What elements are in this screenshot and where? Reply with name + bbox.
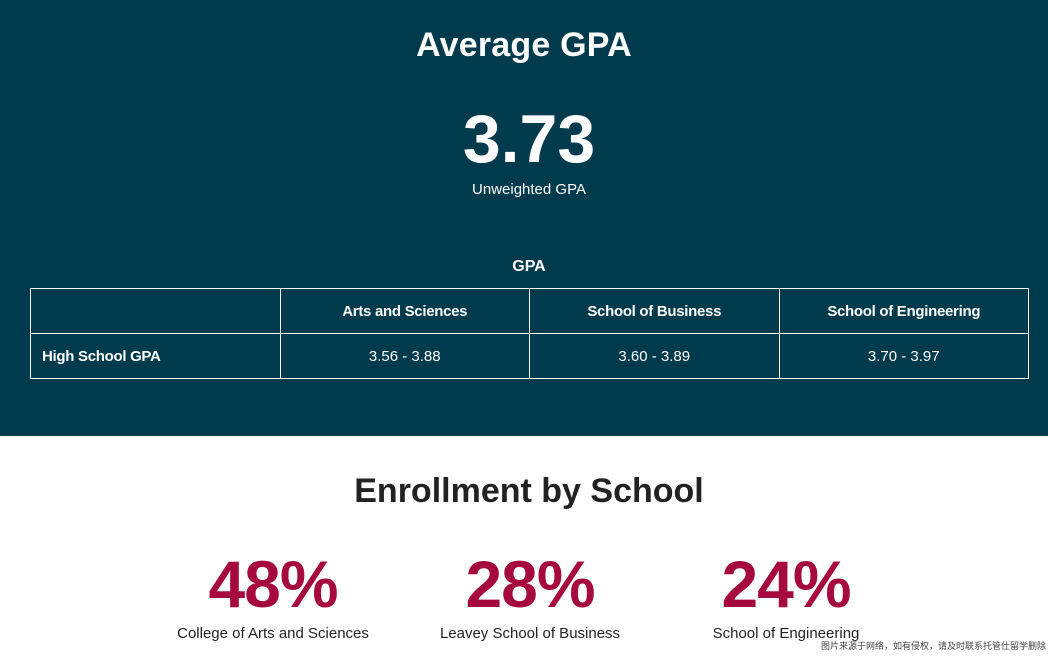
stat-value: 48% [208,547,338,621]
average-gpa-label: Unweighted GPA [472,181,586,198]
stat-label: College of Arts and Sciences [177,625,369,642]
average-gpa-value: 3.73 [462,101,596,177]
stat-label: Leavey School of Business [439,625,621,642]
gpa-table-header-empty [30,288,281,334]
gpa-table-header-arts-sciences: Arts and Sciences [279,288,530,334]
enrollment-stat-engineering: 24% School of Engineering [666,548,906,642]
stat-value: 24% [721,547,851,621]
stat-label: School of Engineering [712,625,860,642]
gpa-table-header-row: Arts and Sciences School of Business Sch… [30,288,1029,334]
row-label: High School GPA [30,333,281,379]
stat-value: 28% [465,547,595,621]
gpa-section: Average GPA 3.73 Unweighted GPA GPA Arts… [0,0,1048,436]
gpa-heading: Average GPA [416,26,632,64]
gpa-table-header-engineering: School of Engineering [778,288,1029,334]
gpa-table-caption: GPA [512,258,546,275]
gpa-table: Arts and Sciences School of Business Sch… [30,288,1029,379]
gpa-range-business: 3.60 - 3.89 [529,333,780,379]
enrollment-stat-arts-sciences: 48% College of Arts and Sciences [153,548,393,642]
gpa-range-arts-sciences: 3.56 - 3.88 [279,333,530,379]
enrollment-stat-business: 28% Leavey School of Business [410,548,650,642]
gpa-range-engineering: 3.70 - 3.97 [778,333,1029,379]
gpa-table-header-business: School of Business [529,288,780,334]
watermark-text: 图片来源于网络，如有侵权，请及时联系托管仕留学删除 [820,642,1046,652]
enrollment-heading: Enrollment by School [354,472,704,510]
table-row: High School GPA 3.56 - 3.88 3.60 - 3.89 … [30,333,1029,379]
